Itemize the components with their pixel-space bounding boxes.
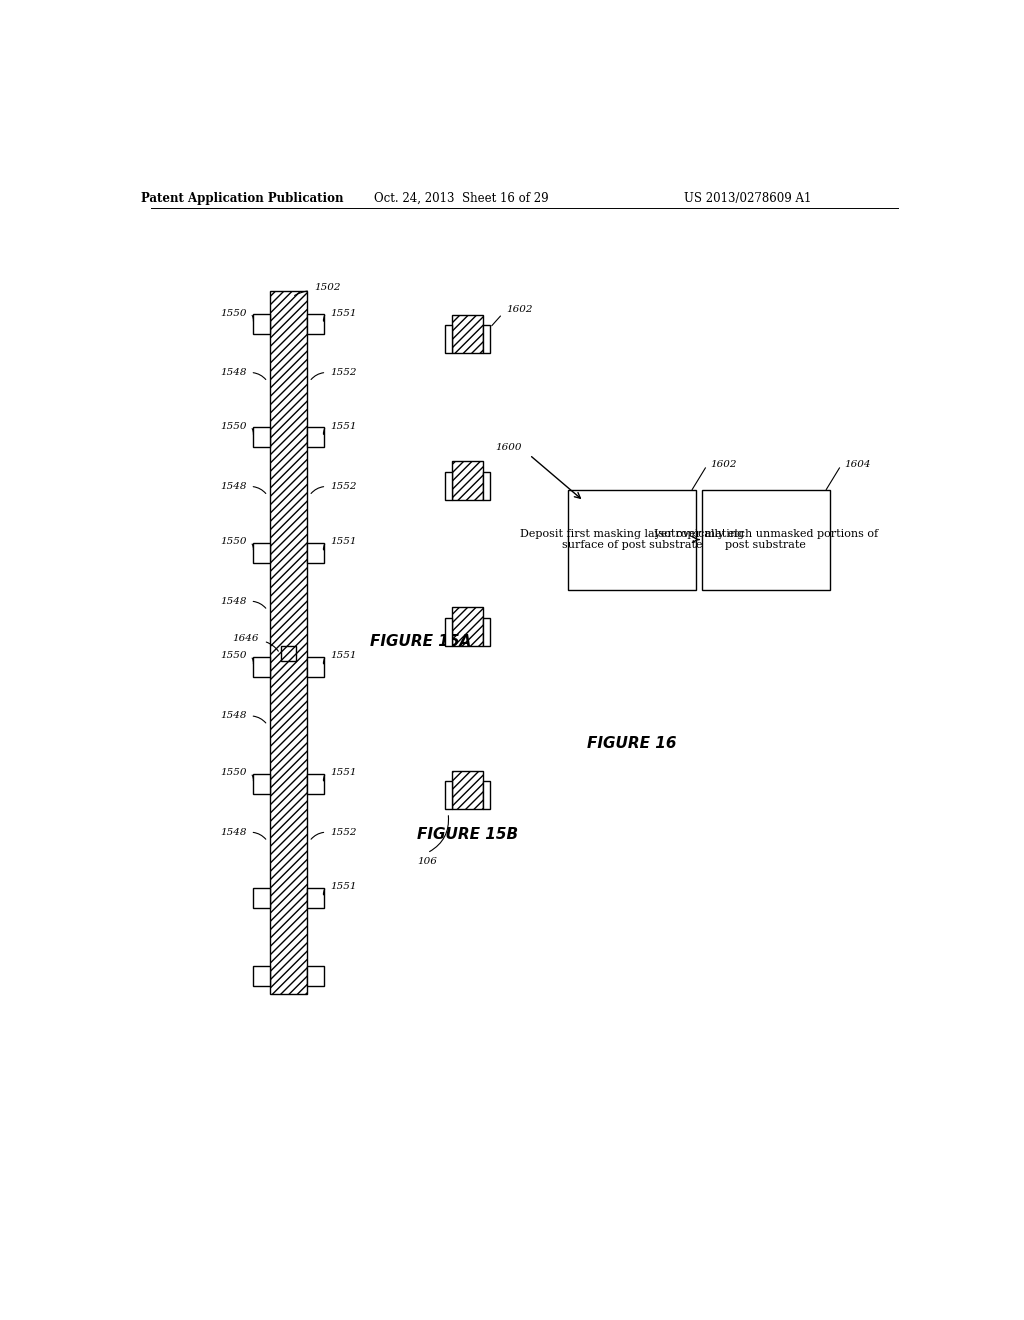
Bar	[253, 428, 270, 447]
Text: Oct. 24, 2013  Sheet 16 of 29: Oct. 24, 2013 Sheet 16 of 29	[374, 191, 549, 205]
Bar	[253, 774, 270, 793]
Bar	[452, 461, 483, 499]
Bar	[452, 314, 483, 354]
Bar	[445, 471, 452, 499]
Bar	[253, 543, 270, 562]
Text: 1602: 1602	[710, 461, 736, 470]
Text: 1550: 1550	[220, 422, 247, 430]
Bar	[452, 771, 483, 809]
Text: Isotropically etch unmasked portions of
post substrate: Isotropically etch unmasked portions of …	[653, 529, 878, 550]
Text: 1551: 1551	[331, 537, 356, 546]
Bar	[452, 607, 483, 645]
Text: 1551: 1551	[331, 651, 356, 660]
Text: 1600: 1600	[496, 442, 521, 451]
Text: 106: 106	[417, 857, 437, 866]
Bar	[445, 781, 452, 809]
Text: 1502: 1502	[314, 284, 341, 292]
Text: 1551: 1551	[331, 309, 356, 318]
Bar	[483, 781, 489, 809]
Text: 1602: 1602	[506, 305, 532, 314]
Bar	[483, 618, 489, 645]
Text: 1548: 1548	[220, 711, 247, 721]
Text: 1550: 1550	[220, 768, 247, 777]
Bar	[307, 428, 324, 447]
Text: 1551: 1551	[331, 768, 356, 777]
Text: 1646: 1646	[232, 635, 259, 643]
Text: 1548: 1548	[220, 482, 247, 491]
Text: 1551: 1551	[331, 882, 356, 891]
Bar	[483, 326, 489, 354]
Text: 1550: 1550	[220, 651, 247, 660]
Bar	[307, 887, 324, 908]
Text: FIGURE 15B: FIGURE 15B	[417, 826, 518, 842]
Text: FIGURE 16: FIGURE 16	[587, 737, 677, 751]
Text: 1604: 1604	[844, 461, 870, 470]
Text: US 2013/0278609 A1: US 2013/0278609 A1	[684, 191, 812, 205]
Bar	[445, 326, 452, 354]
Text: 1548: 1548	[220, 368, 247, 378]
Bar	[483, 471, 489, 499]
Text: Deposit first masking layer over mating
surface of post substrate: Deposit first masking layer over mating …	[520, 529, 743, 550]
Bar	[307, 656, 324, 677]
Text: 1548: 1548	[220, 597, 247, 606]
Text: 1551: 1551	[331, 422, 356, 430]
Text: FIGURE 15A: FIGURE 15A	[370, 635, 471, 649]
Bar	[307, 966, 324, 986]
Text: 1552: 1552	[331, 828, 356, 837]
Text: Patent Application Publication: Patent Application Publication	[141, 191, 344, 205]
Bar	[702, 490, 830, 590]
Bar	[253, 966, 270, 986]
Bar	[281, 645, 296, 661]
Text: 1552: 1552	[331, 482, 356, 491]
Bar	[253, 656, 270, 677]
Bar	[253, 887, 270, 908]
Bar	[568, 490, 696, 590]
Bar	[307, 314, 324, 334]
Bar	[307, 543, 324, 562]
Text: 1550: 1550	[220, 309, 247, 318]
Bar	[445, 618, 452, 645]
Text: 1550: 1550	[220, 537, 247, 546]
Bar	[253, 314, 270, 334]
Bar	[270, 290, 307, 994]
Bar	[307, 774, 324, 793]
Text: 1552: 1552	[331, 368, 356, 378]
Text: 1548: 1548	[220, 828, 247, 837]
